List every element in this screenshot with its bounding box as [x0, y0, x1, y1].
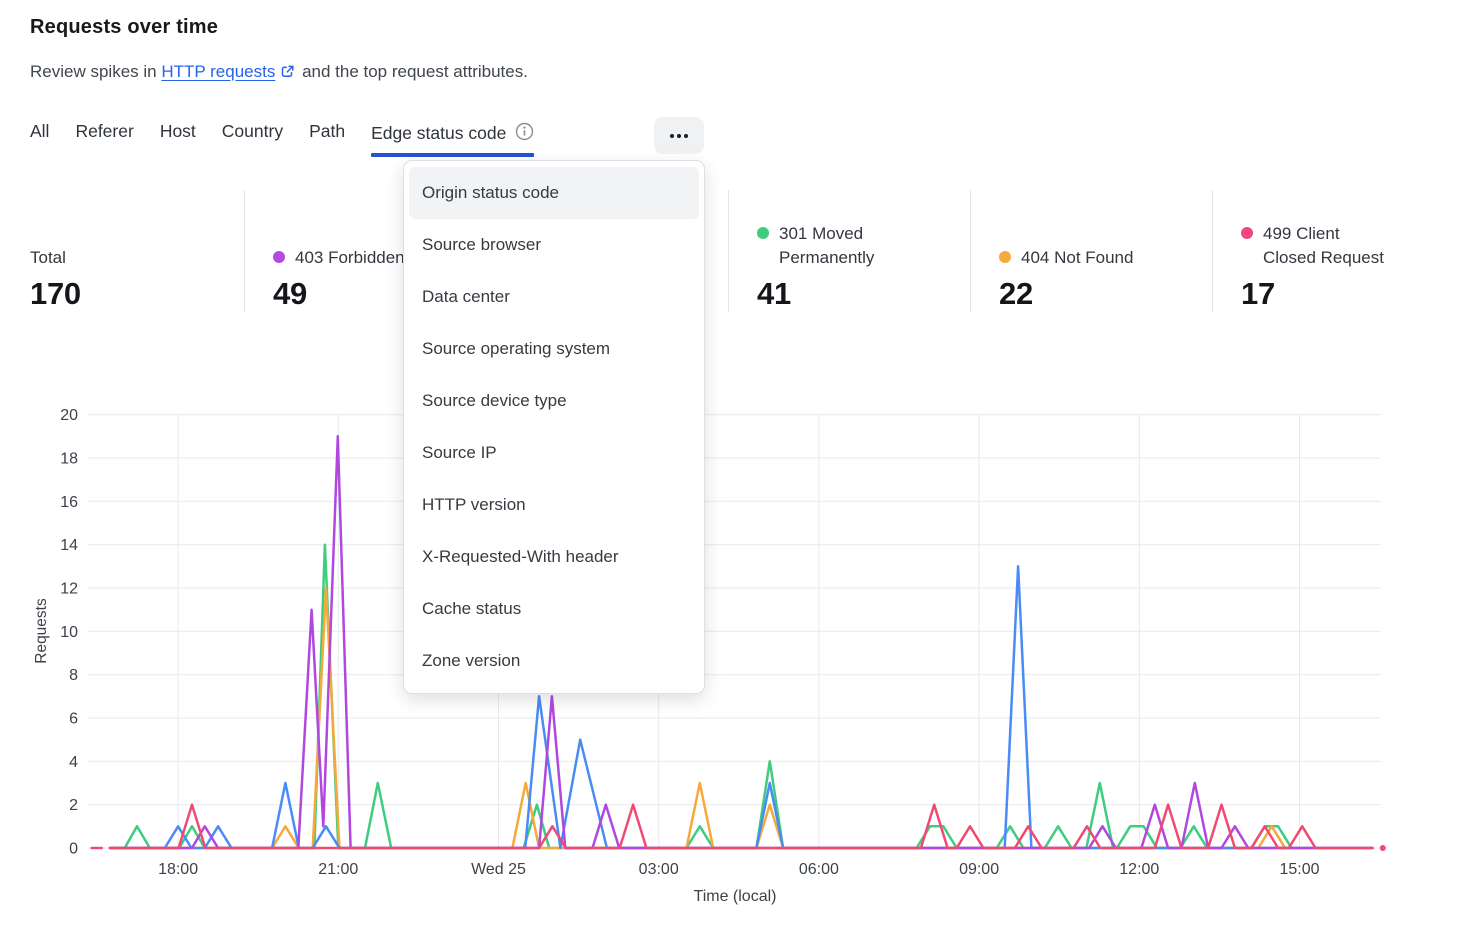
stat-card-499-client: 499 Client Closed Request 17 — [1212, 190, 1454, 312]
x-tick-label: 15:00 — [1279, 861, 1319, 878]
x-tick-label: 18:00 — [158, 861, 198, 878]
legend-dot — [1241, 227, 1253, 240]
tab-label: Host — [159, 121, 196, 141]
menu-item-http-version[interactable]: HTTP version — [422, 495, 526, 514]
legend-dot — [757, 227, 769, 240]
attribute-menu: Origin status code Source browser Data cen… — [403, 160, 705, 694]
tab-path[interactable]: Path — [309, 121, 345, 154]
stat-label: 404 Not Found — [1021, 247, 1134, 267]
subtitle: Review spikes in HTTP requests and the t… — [30, 62, 528, 84]
tab-country[interactable]: Country — [222, 121, 283, 154]
stat-label: Total — [30, 247, 66, 267]
tab-edge-status-code[interactable]: Edge status code — [371, 121, 535, 157]
stat-value: 170 — [30, 276, 81, 311]
menu-item-cache-status[interactable]: Cache status — [422, 599, 522, 618]
ellipsis-icon — [670, 133, 674, 138]
y-tick-label: 4 — [69, 754, 78, 771]
menu-item-zone-version[interactable]: Zone version — [422, 651, 521, 670]
external-link-icon — [280, 64, 295, 84]
y-tick-label: 0 — [69, 841, 78, 858]
legend-dot — [999, 250, 1011, 263]
y-tick-label: 16 — [60, 494, 78, 511]
y-tick-label: 8 — [69, 667, 78, 684]
x-tick-label: 21:00 — [318, 861, 358, 878]
y-axis-label: Requests — [33, 598, 50, 664]
y-tick-label: 6 — [69, 711, 78, 728]
stat-value: 41 — [757, 276, 791, 311]
tab-label: Edge status code — [371, 122, 507, 143]
stat-card-total: Total 170 — [30, 190, 244, 312]
x-tick-label: 12:00 — [1119, 861, 1159, 878]
menu-item-source-operating-system[interactable]: Source operating system — [422, 339, 611, 358]
tab-referer[interactable]: Referer — [75, 121, 133, 154]
stat-cards-row: Total 170 403 Forbidden 49 301 Moved Permane… — [30, 190, 1454, 312]
stat-value: 17 — [1241, 276, 1275, 311]
y-tick-label: 18 — [60, 451, 78, 468]
more-tabs-button[interactable] — [654, 117, 704, 154]
y-tick-label: 10 — [60, 624, 78, 641]
tab-label: All — [30, 121, 50, 141]
tab-label: Referer — [75, 121, 134, 141]
menu-item-source-device-type[interactable]: Source device type — [422, 391, 567, 410]
tab-label: Path — [309, 121, 346, 141]
tab-label: Country — [221, 121, 284, 141]
tab-all[interactable]: All — [30, 121, 49, 154]
stat-value: 49 — [273, 276, 307, 311]
stat-value: 22 — [999, 276, 1033, 311]
stat-card-404-not-found: 404 Not Found 22 — [970, 190, 1212, 312]
x-tick-label: Wed 25 — [471, 861, 526, 878]
x-tick-label: 09:00 — [959, 861, 999, 878]
y-tick-label: 12 — [60, 581, 78, 598]
y-tick-label: 14 — [60, 537, 78, 554]
menu-item-source-browser[interactable]: Source browser — [422, 235, 542, 254]
series-403-forbidden — [110, 435, 1373, 850]
menu-item-source-ip[interactable]: Source IP — [422, 443, 497, 462]
series-499-client-closed-request — [108, 803, 1374, 850]
stat-label: 499 Client Closed Request — [1263, 224, 1384, 267]
info-icon[interactable] — [515, 122, 534, 146]
series-end-dot — [1379, 845, 1386, 851]
x-tick-label: 03:00 — [639, 861, 679, 878]
stat-label: 403 Forbidden — [295, 247, 405, 267]
chart-svg: 0 2 4 6 8 10 12 14 16 18 20 18:00 21:00 Wed 25 03:00 06… — [33, 407, 1386, 905]
x-tick-label: 06:00 — [799, 861, 839, 878]
subtitle-suffix: and the top request attributes. — [297, 62, 528, 81]
tab-host[interactable]: Host — [160, 121, 196, 154]
menu-item-origin-status-code[interactable]: Origin status code — [409, 167, 699, 219]
page-title: Requests over time — [30, 16, 219, 38]
x-axis-label: Time (local) — [694, 888, 777, 905]
y-tick-label: 20 — [60, 407, 78, 424]
legend-dot — [273, 250, 285, 263]
y-tick-label: 2 — [69, 797, 78, 814]
http-requests-link[interactable]: HTTP requests — [161, 62, 276, 81]
tabs: All Referer Host Country Path Edge status cod… — [30, 121, 535, 157]
stat-label: 301 Moved Permanently — [779, 224, 875, 267]
stat-card-301-moved: 301 Moved Permanently 41 — [728, 190, 970, 312]
stat-card-403-forbidden: 403 Forbidden 49 — [244, 190, 486, 312]
menu-item-data-center[interactable]: Data center — [422, 287, 510, 306]
menu-item-x-requested-with-header[interactable]: X-Requested-With header — [422, 547, 619, 566]
subtitle-prefix: Review spikes in — [30, 62, 162, 81]
